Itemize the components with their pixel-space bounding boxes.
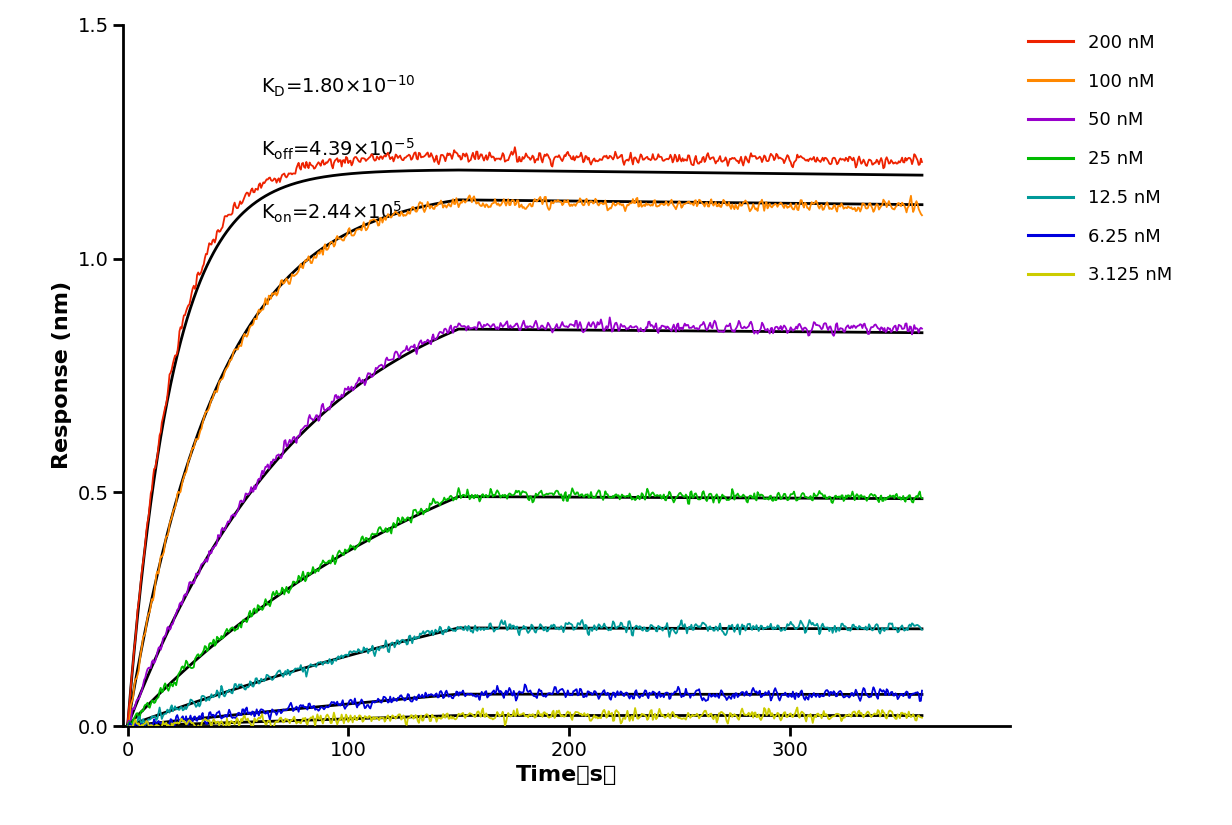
Legend: 200 nM, 100 nM, 50 nM, 25 nM, 12.5 nM, 6.25 nM, 3.125 nM: 200 nM, 100 nM, 50 nM, 25 nM, 12.5 nM, 6… xyxy=(1029,34,1172,285)
X-axis label: Time（s）: Time（s） xyxy=(516,765,617,785)
Text: K$_\mathrm{D}$=1.80×10$^{-10}$: K$_\mathrm{D}$=1.80×10$^{-10}$ xyxy=(261,74,415,99)
Y-axis label: Response (nm): Response (nm) xyxy=(52,281,71,469)
Text: K$_\mathrm{on}$=2.44×10$^{5}$: K$_\mathrm{on}$=2.44×10$^{5}$ xyxy=(261,200,402,225)
Text: K$_\mathrm{off}$=4.39×10$^{-5}$: K$_\mathrm{off}$=4.39×10$^{-5}$ xyxy=(261,137,414,163)
